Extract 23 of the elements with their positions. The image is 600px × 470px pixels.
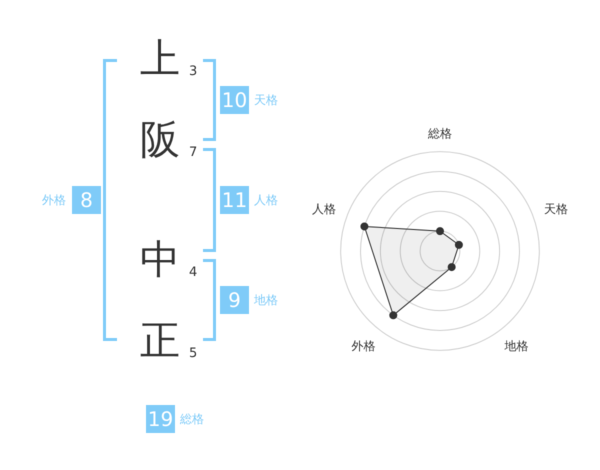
category-label: 中: [139, 237, 181, 283]
text: 地格: [254, 293, 278, 307]
text: 11: [220, 186, 249, 214]
spoke-label: 地格: [503, 338, 528, 353]
text: 19: [146, 405, 175, 433]
text: 総格: [180, 412, 204, 426]
text: 9: [220, 286, 249, 314]
category-label: 上: [139, 36, 181, 82]
text: 10: [220, 86, 249, 114]
spoke-label: 総格: [427, 126, 452, 141]
spoke-label: 外格: [352, 338, 376, 353]
spoke-label: 人格: [312, 202, 336, 216]
text: 人格: [254, 193, 278, 207]
text: 3: [189, 64, 198, 79]
text: 天格: [254, 93, 278, 107]
text: 8: [72, 186, 101, 214]
category-label: 正: [139, 318, 181, 364]
text: 5: [189, 346, 198, 361]
text: 外格: [42, 193, 66, 207]
category-label: 阪: [139, 117, 181, 163]
spoke-label: 天格: [544, 202, 568, 216]
text: 4: [189, 265, 198, 280]
text: 7: [189, 145, 198, 160]
